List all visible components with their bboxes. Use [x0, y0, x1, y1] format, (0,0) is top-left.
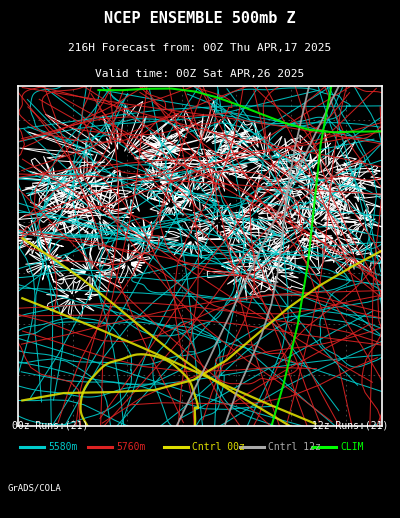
Text: NCEP ENSEMBLE 500mb Z: NCEP ENSEMBLE 500mb Z: [104, 11, 296, 26]
Text: 00z Runs:(21): 00z Runs:(21): [12, 421, 88, 431]
Text: Cntrl 12z: Cntrl 12z: [268, 442, 321, 452]
Text: Cntrl 00z: Cntrl 00z: [192, 442, 245, 452]
Text: Valid time: 00Z Sat APR,26 2025: Valid time: 00Z Sat APR,26 2025: [95, 69, 305, 79]
Text: 5580m: 5580m: [48, 442, 77, 452]
Text: 216H Forecast from: 00Z Thu APR,17 2025: 216H Forecast from: 00Z Thu APR,17 2025: [68, 42, 332, 53]
Text: GrADS/COLA: GrADS/COLA: [8, 483, 62, 493]
Text: CLIM: CLIM: [340, 442, 364, 452]
Text: 5760m: 5760m: [116, 442, 145, 452]
Text: 12z Runs:(21): 12z Runs:(21): [312, 421, 388, 431]
